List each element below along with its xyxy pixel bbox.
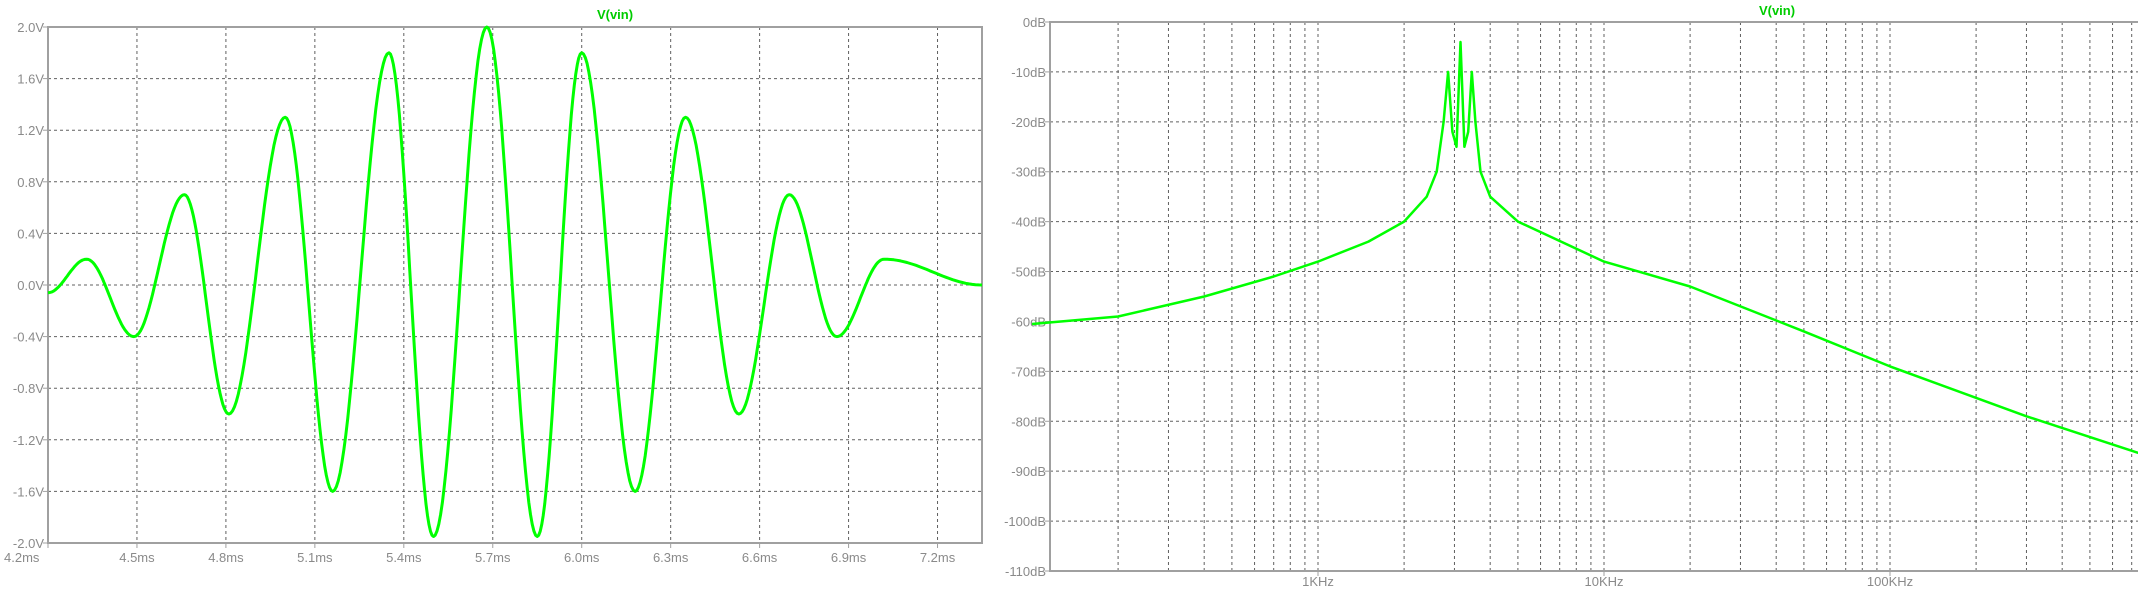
x-tick-label: 10KHz — [1584, 574, 1623, 589]
time-domain-chart: 2.0V 1.6V 1.2V 0.8V 0.4V 0.0V -0.4V -0.8V -1.2V -… — [4, 7, 983, 565]
y-tick-label: 0.4V — [17, 226, 44, 241]
plot-frame — [1049, 21, 2138, 572]
x-tick-label: 5.7ms — [475, 550, 511, 565]
y-tick-label: 1.2V — [17, 123, 44, 138]
x-tick-label: 6.3ms — [653, 550, 689, 565]
y-tick-label: -10dB — [1011, 65, 1046, 80]
x-tick-label: 6.9ms — [831, 550, 867, 565]
x-tick-label: 5.4ms — [386, 550, 422, 565]
x-tick-label: 6.0ms — [564, 550, 600, 565]
y-tick-label: -100dB — [1004, 514, 1046, 529]
y-tick-label: -1.6V — [13, 484, 44, 499]
x-tick-label: 100KHz — [1867, 574, 1913, 589]
y-tick-label: -70dB — [1011, 364, 1046, 379]
y-tick-label: -2.0V — [13, 536, 44, 551]
x-tick-label: 4.5ms — [119, 550, 155, 565]
y-tick-label: -40dB — [1011, 215, 1046, 230]
y-tick-label: -80dB — [1011, 414, 1046, 429]
y-tick-label: 0dB — [1023, 15, 1046, 30]
y-tick-label: -60dB — [1011, 314, 1046, 329]
y-tick-label: 1.6V — [17, 72, 44, 87]
frequency-domain-chart: 0dB -10dB -20dB -30dB -40dB -50dB -60dB -70dB -8… — [1004, 3, 2138, 589]
chart-title: V(vin) — [1759, 3, 1795, 18]
x-tick-label: 6.6ms — [742, 550, 778, 565]
y-tick-label: -1.2V — [13, 433, 44, 448]
y-tick-label: 0.0V — [17, 278, 44, 293]
chart-title: V(vin) — [597, 7, 633, 22]
y-tick-label: -0.4V — [13, 330, 44, 345]
y-tick-label: 2.0V — [17, 20, 44, 35]
x-tick-label: 1KHz — [1302, 574, 1334, 589]
series-line-vin — [47, 25, 983, 538]
y-tick-label: -30dB — [1011, 165, 1046, 180]
x-tick-label: 5.1ms — [297, 550, 333, 565]
y-tick-label: -50dB — [1011, 265, 1046, 280]
x-tick-label: 4.8ms — [208, 550, 244, 565]
y-tick-label: -90dB — [1011, 464, 1046, 479]
y-tick-label: -20dB — [1011, 115, 1046, 130]
x-tick-label: 4.2ms — [4, 550, 40, 565]
y-tick-label: -0.8V — [13, 381, 44, 396]
series-line-vin — [1031, 40, 2138, 455]
y-tick-label: -110dB — [1005, 564, 1046, 579]
y-tick-label: 0.8V — [17, 175, 44, 190]
x-tick-label: 7.2ms — [920, 550, 956, 565]
